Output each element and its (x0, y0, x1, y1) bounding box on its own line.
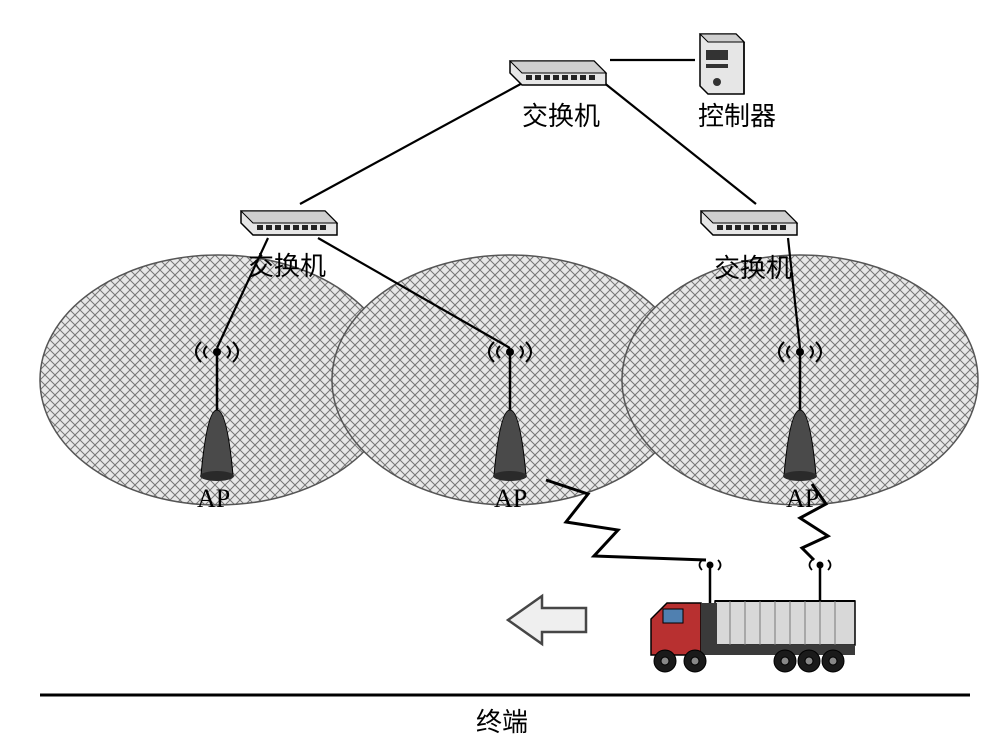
diagram-stage (0, 0, 1000, 752)
controller-label: 控制器 (698, 96, 776, 133)
ap2-label: AP (494, 484, 527, 514)
direction-arrow (508, 596, 586, 644)
top-switch (510, 61, 606, 85)
left-switch (241, 211, 337, 235)
right-switch-label: 交换机 (714, 248, 792, 285)
ap3-label: AP (786, 484, 819, 514)
right-switch (701, 211, 797, 235)
ap1-label: AP (197, 484, 230, 514)
top-switch-label: 交换机 (522, 96, 600, 133)
left-switch-label: 交换机 (248, 246, 326, 283)
terminal-label: 终端 (476, 702, 528, 739)
link (300, 80, 528, 204)
truck-terminal (651, 560, 855, 672)
controller-device (700, 34, 744, 94)
